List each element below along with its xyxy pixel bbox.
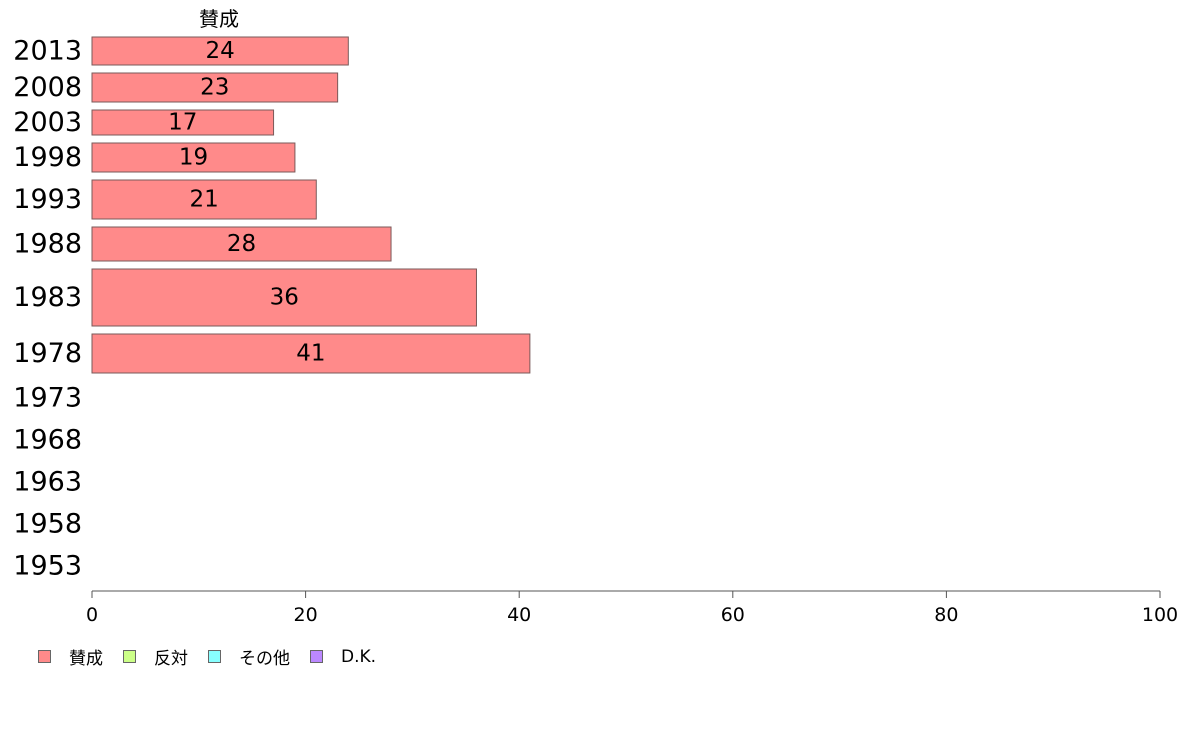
- data-label: 21: [189, 187, 218, 213]
- bar: [91, 333, 531, 374]
- x-tick-label: 0: [86, 604, 98, 626]
- bar: [91, 72, 339, 103]
- legend-item: 反対: [123, 644, 188, 669]
- bar: [91, 36, 349, 66]
- legend-swatch: [310, 650, 323, 663]
- legend-label: 反対: [154, 649, 188, 669]
- data-label: 17: [168, 110, 197, 136]
- data-label: 24: [206, 38, 235, 64]
- data-label: 28: [227, 231, 256, 257]
- category-label: 1993: [13, 184, 82, 215]
- category-label: 1963: [13, 467, 82, 498]
- category-label: 2008: [13, 72, 82, 103]
- category-label: 1958: [13, 509, 82, 540]
- legend-label: D.K.: [341, 646, 377, 667]
- legend-label: その他: [239, 649, 290, 669]
- category-label: 1978: [13, 338, 82, 369]
- category-label: 2003: [13, 107, 82, 138]
- data-label: 36: [270, 285, 299, 311]
- x-tick-label: 20: [294, 604, 318, 626]
- bar: [91, 109, 275, 136]
- category-label: 1983: [13, 282, 82, 313]
- legend-swatch: [38, 650, 51, 663]
- legend-item: 賛成: [38, 644, 103, 669]
- bar: [91, 179, 317, 220]
- x-tick-label: 80: [934, 604, 958, 626]
- legend-swatch: [123, 650, 136, 663]
- bar: [91, 268, 477, 327]
- legend-label: 賛成: [69, 649, 103, 669]
- legend-swatch: [208, 650, 221, 663]
- data-label: 19: [179, 145, 208, 171]
- data-label: 41: [296, 341, 325, 367]
- category-label: 1973: [13, 383, 82, 414]
- bar: [91, 142, 296, 173]
- legend-item: D.K.: [310, 647, 376, 667]
- category-label: 1988: [13, 229, 82, 260]
- series-title: 賛成: [199, 7, 239, 31]
- category-label: 1968: [13, 425, 82, 456]
- category-label: 1998: [13, 142, 82, 173]
- category-label: 2013: [13, 36, 82, 67]
- category-label: 1953: [13, 551, 82, 582]
- x-tick-label: 100: [1142, 604, 1178, 626]
- x-tick-label: 60: [721, 604, 745, 626]
- legend-item: その他: [208, 644, 290, 669]
- legend: 賛成 反対 その他 D.K.: [38, 644, 396, 669]
- bar: [91, 226, 392, 262]
- data-label: 23: [200, 75, 229, 101]
- x-tick-label: 40: [507, 604, 531, 626]
